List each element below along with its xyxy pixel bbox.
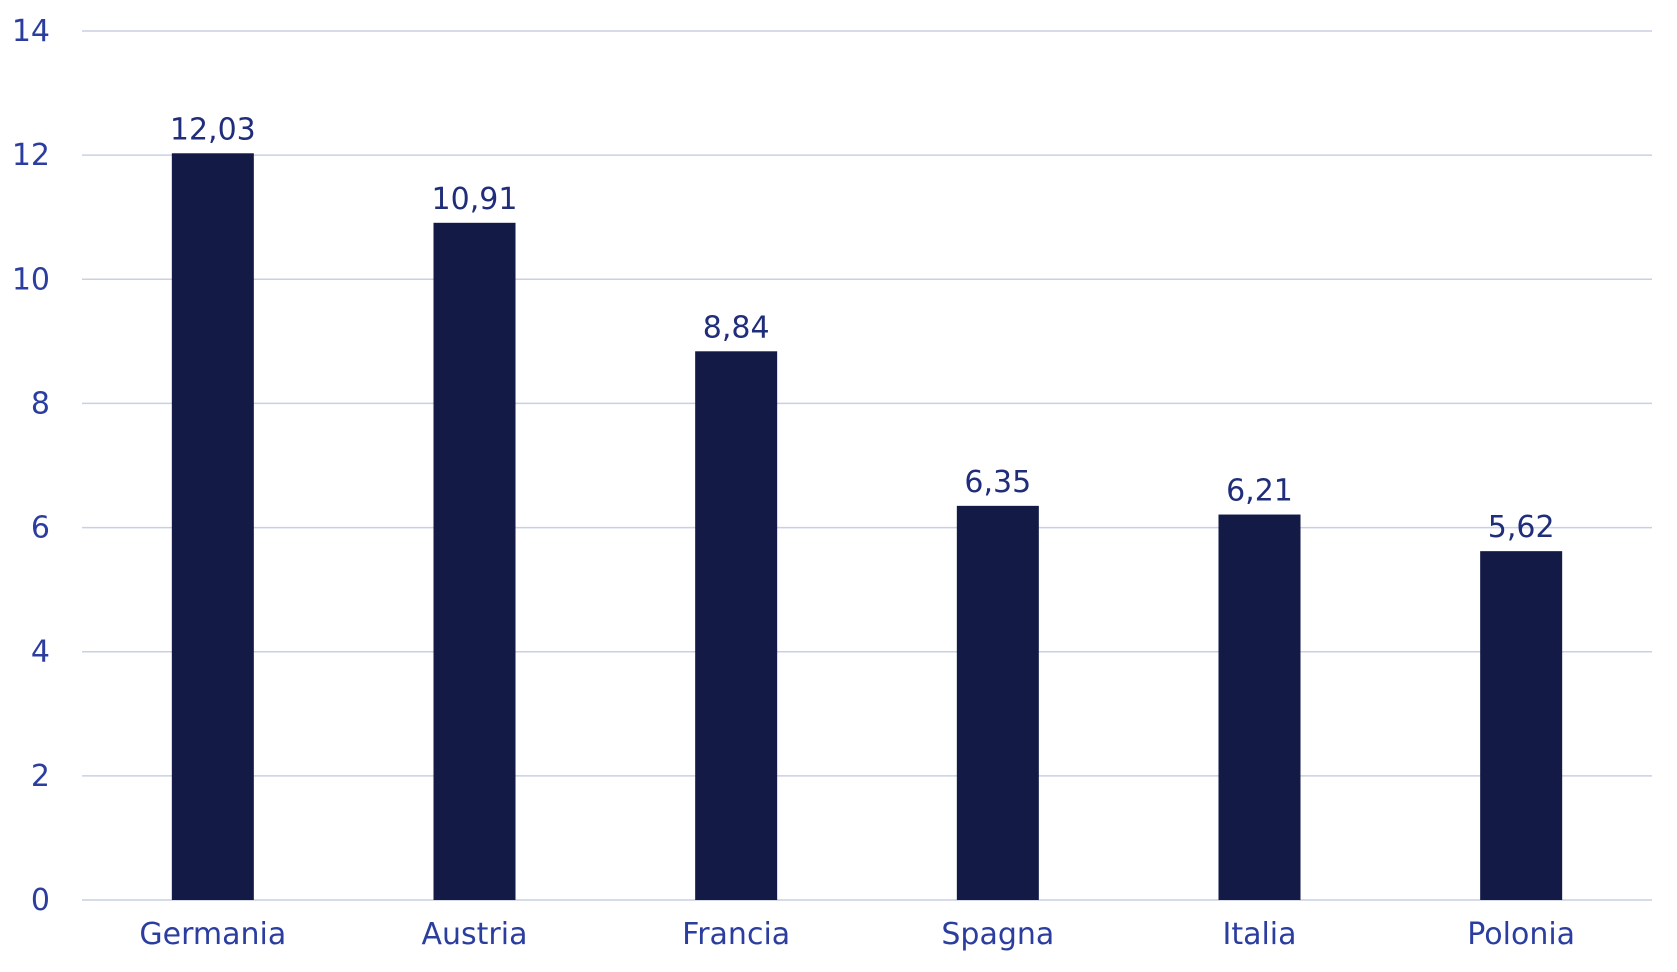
bar-polonia [1480, 551, 1563, 900]
data-label-germania: 12,03 [170, 112, 256, 147]
y-tick-label: 12 [12, 138, 50, 173]
bar-italia [1218, 514, 1301, 900]
data-label-austria: 10,91 [432, 182, 518, 217]
data-label-italia: 6,21 [1226, 474, 1293, 509]
y-tick-label: 4 [31, 635, 50, 670]
y-tick-label: 2 [31, 759, 50, 794]
data-label-spagna: 6,35 [964, 465, 1031, 500]
x-tick-label: Germania [139, 917, 286, 952]
bar-francia [695, 351, 778, 900]
bars [171, 153, 1563, 901]
data-label-francia: 8,84 [703, 310, 770, 345]
bar-germania [171, 153, 254, 901]
y-tick-label: 6 [31, 511, 50, 546]
data-label-polonia: 5,62 [1488, 510, 1555, 545]
y-axis-tick-labels: 0 2 4 6 8 10 12 14 [12, 14, 50, 918]
x-tick-label: Italia [1222, 917, 1296, 952]
y-tick-label: 0 [31, 883, 50, 918]
x-tick-label: Francia [682, 917, 790, 952]
bar-spagna [956, 505, 1039, 900]
data-labels: 12,03 10,91 8,84 6,35 6,21 5,62 [170, 112, 1555, 545]
y-tick-label: 14 [12, 14, 50, 49]
x-axis-category-labels: Germania Austria Francia Spagna Italia Poloni… [139, 917, 1575, 952]
bar-austria [433, 222, 516, 900]
gridlines [82, 30, 1652, 901]
y-tick-label: 10 [12, 262, 50, 297]
x-tick-label: Austria [422, 917, 528, 952]
x-tick-label: Spagna [941, 917, 1054, 952]
x-tick-label: Polonia [1467, 917, 1575, 952]
y-tick-label: 8 [31, 386, 50, 421]
